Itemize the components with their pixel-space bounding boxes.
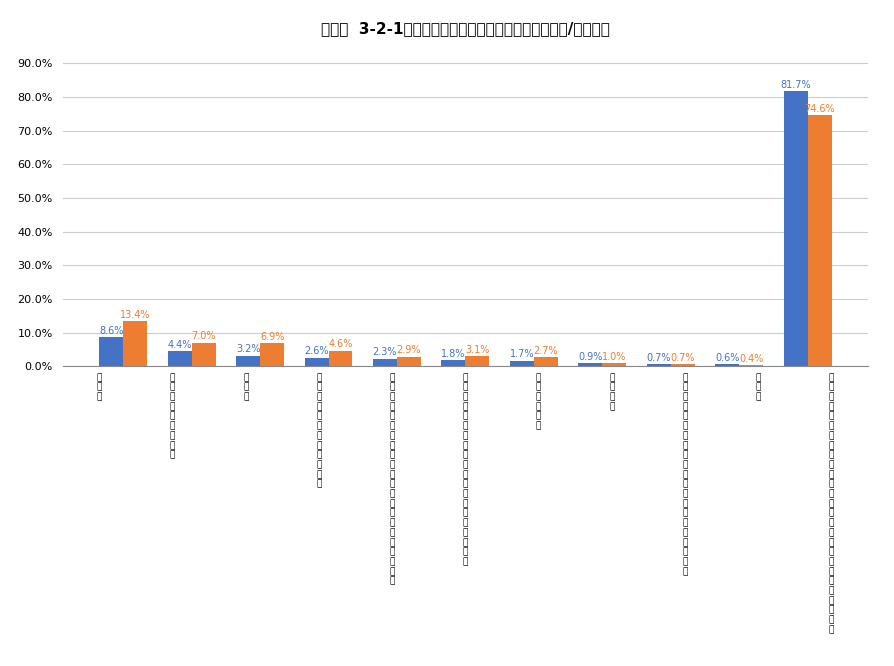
Text: 弁
護
士: 弁 護 士 xyxy=(243,373,249,402)
Text: 証
券
会
社: 証 券 会 社 xyxy=(609,373,614,411)
Text: 行
政
書
士
・
司
法
書
士: 行 政 書 士 ・ 司 法 書 士 xyxy=(170,373,175,460)
Bar xyxy=(123,321,147,366)
Bar xyxy=(738,365,763,366)
Bar xyxy=(167,352,191,366)
Text: 税
理
士: 税 理 士 xyxy=(97,373,102,402)
Bar xyxy=(533,357,557,366)
Text: 1.0%: 1.0% xyxy=(602,352,626,362)
Text: 0.4%: 0.4% xyxy=(738,354,763,364)
Text: 2.6%: 2.6% xyxy=(304,346,328,356)
Text: 2.9%: 2.9% xyxy=(396,345,421,355)
Text: 1.7%: 1.7% xyxy=(509,349,534,359)
Text: 自
身
の
親
の
取
引
先
銀
行
等
（
信
金
、
信
組
等
を
含
む
）: 自 身 の 親 の 取 引 先 銀 行 等 （ 信 金 、 信 組 等 を 含 … xyxy=(389,373,394,585)
Text: 3.1%: 3.1% xyxy=(465,344,489,354)
Bar xyxy=(373,358,397,366)
Text: 2.7%: 2.7% xyxy=(533,346,558,356)
Text: 0.7%: 0.7% xyxy=(645,352,670,362)
Bar xyxy=(806,115,831,366)
Text: 2.3%: 2.3% xyxy=(372,347,397,357)
Text: フ
ィ
ナ
ン
シ
ャ
ル
プ
ラ
ン
ナ
ー: フ ィ ナ ン シ ャ ル プ ラ ン ナ ー xyxy=(316,373,321,489)
Text: 7.0%: 7.0% xyxy=(191,332,215,342)
Text: 81.7%: 81.7% xyxy=(780,80,810,90)
Bar xyxy=(260,343,283,366)
Bar xyxy=(510,360,533,366)
Text: 0.7%: 0.7% xyxy=(670,352,694,362)
Text: こ
れ
ま
で
取
引
の
無
い
銀
行
等
（
主
に
信
託
銀
行
等
）: こ れ ま で 取 引 の 無 い 銀 行 等 （ 主 に 信 託 銀 行 等 … xyxy=(681,373,687,576)
Bar xyxy=(441,360,465,366)
Text: 4.4%: 4.4% xyxy=(167,340,191,350)
Bar xyxy=(602,363,626,366)
Bar xyxy=(714,364,738,366)
Text: 6.9%: 6.9% xyxy=(259,332,284,342)
Bar xyxy=(99,338,123,366)
Bar xyxy=(646,364,670,366)
Text: 74.6%: 74.6% xyxy=(804,104,834,114)
Bar xyxy=(191,343,215,366)
Text: 1.8%: 1.8% xyxy=(441,349,465,359)
Text: 8.6%: 8.6% xyxy=(99,326,123,336)
Text: 自
身
の
取
引
先
銀
行
等
（
信
金
、
信
組
等
を
含
む
）: 自 身 の 取 引 先 銀 行 等 （ 信 金 、 信 組 等 を 含 む ） xyxy=(462,373,468,566)
Bar xyxy=(465,356,489,366)
Text: 生
命
保
険
会
社: 生 命 保 険 会 社 xyxy=(536,373,541,430)
Title: 【図表  3-2-1】相続に関する外部専門家への相談経験/相談意向: 【図表 3-2-1】相続に関する外部専門家への相談経験/相談意向 xyxy=(321,21,609,36)
Text: そ
の
他: そ の 他 xyxy=(755,373,760,402)
Bar xyxy=(578,363,602,366)
Text: 4.6%: 4.6% xyxy=(328,340,352,350)
Bar xyxy=(397,356,420,366)
Text: 0.6%: 0.6% xyxy=(714,353,738,363)
Text: 13.4%: 13.4% xyxy=(120,310,150,320)
Text: 3.2%: 3.2% xyxy=(236,344,260,354)
Bar xyxy=(670,364,694,366)
Text: 外
部
の
専
門
家
等
に
相
談
し
た
こ
と
は
な
い
・
相
談
し
た
い
先
は
な
い: 外 部 の 専 門 家 等 に 相 談 し た こ と は な い ・ 相 談 … xyxy=(828,373,833,634)
Bar xyxy=(236,356,260,366)
Bar xyxy=(304,358,328,366)
Bar xyxy=(783,91,806,366)
Text: 0.9%: 0.9% xyxy=(578,352,602,362)
Bar xyxy=(328,351,352,366)
